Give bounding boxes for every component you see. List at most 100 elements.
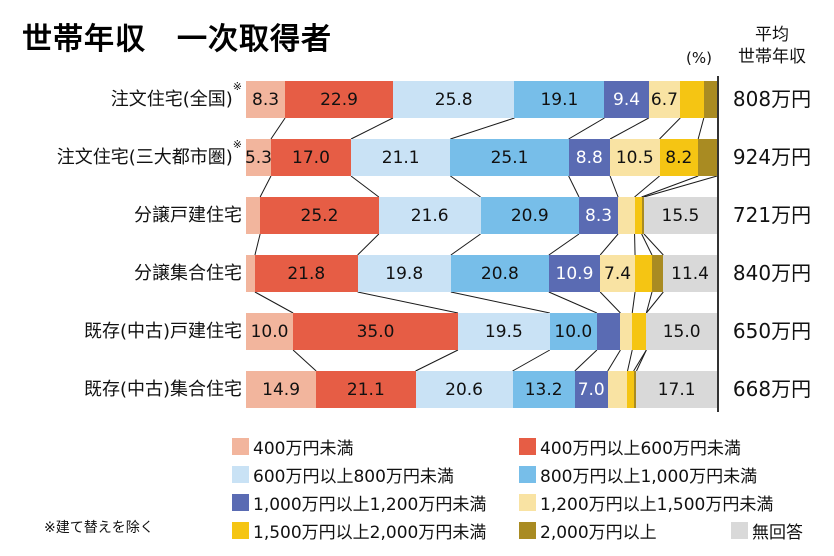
- segment-value-label: 10.0: [250, 321, 289, 342]
- segment-value-label: 15.0: [662, 321, 701, 342]
- row-label-text: 既存(中古)戸建住宅: [83, 321, 242, 342]
- legend-label: 2,000万円以上: [540, 523, 657, 543]
- bar-segment: 10.0: [246, 313, 294, 350]
- average-value: 668万円: [732, 377, 812, 401]
- footnote-marker: ※: [232, 138, 242, 151]
- segment-value-label: 22.9: [320, 89, 358, 110]
- legend-item: 1,200万円以上1,500万円未満: [519, 490, 773, 515]
- row-label: 注文住宅(三大都市圏)※: [0, 139, 242, 176]
- segment-value-label: 6.7: [650, 89, 678, 110]
- row-label-text: 分譲集合住宅: [134, 263, 242, 284]
- legend-item: 400万円以上600万円未満: [519, 434, 741, 459]
- segment-value-label: 14.9: [262, 379, 301, 400]
- bar-segment: [618, 197, 635, 234]
- average-value: 808万円: [732, 87, 812, 111]
- bar-segment: [246, 197, 261, 234]
- bar-segment: 10.0: [549, 313, 597, 350]
- row-label: 分譲集合住宅: [0, 255, 242, 292]
- row-label: 既存(中古)集合住宅: [0, 371, 242, 408]
- legend-swatch-icon: [232, 494, 249, 511]
- bar-segment: 20.8: [450, 255, 549, 292]
- bar-segment: 35.0: [293, 313, 458, 350]
- bar-segment: 15.0: [646, 313, 717, 350]
- row-label-text: 既存(中古)集合住宅: [83, 379, 242, 400]
- average-income-header-line2: 世帯年収: [738, 47, 806, 67]
- bar-segment: [641, 197, 644, 234]
- segment-value-label: 19.1: [540, 89, 579, 110]
- legend-swatch-icon: [232, 466, 249, 483]
- legend-swatch-icon: [232, 438, 249, 455]
- legend-item: 400万円未満: [232, 434, 353, 459]
- row-label-text: 分譲戸建住宅: [134, 205, 242, 226]
- bar-segment: 15.5: [643, 197, 717, 234]
- segment-value-label: 17.1: [657, 379, 696, 400]
- segment-value-label: 25.8: [434, 89, 473, 110]
- bar-segment: 21.1: [351, 139, 451, 176]
- bar-segment: 10.5: [610, 139, 660, 176]
- legend-item: 600万円以上800万円未満: [232, 462, 454, 487]
- bar-segment: 7.4: [600, 255, 635, 292]
- legend-swatch-icon: [519, 466, 536, 483]
- bar-segment: 20.6: [415, 371, 513, 408]
- bar-segment: 8.2: [659, 139, 699, 176]
- bar-segment: 8.3: [246, 81, 286, 118]
- segment-value-label: 21.6: [410, 205, 449, 226]
- average-value: 840万円: [732, 261, 812, 285]
- segment-value-label: 20.6: [445, 379, 483, 400]
- bar-segment: [634, 255, 652, 292]
- bar-segment: [596, 313, 621, 350]
- bar-segment: 9.4: [604, 81, 649, 118]
- row-label: 注文住宅(全国)※: [0, 81, 242, 118]
- bar-segment: [633, 371, 637, 408]
- bar-segment: 10.9: [548, 255, 601, 292]
- row-label: 分譲戸建住宅: [0, 197, 242, 234]
- legend-swatch-icon: [519, 522, 536, 539]
- segment-value-label: 8.3: [585, 205, 613, 226]
- bar-segment: [620, 313, 633, 350]
- bar-segment: 7.0: [574, 371, 608, 408]
- average-value: 721万円: [732, 203, 812, 227]
- segment-value-label: 10.9: [555, 263, 594, 284]
- bar-segment: 21.8: [254, 255, 358, 292]
- bar-segment: 17.1: [636, 371, 717, 408]
- bar-segment: 25.8: [392, 81, 515, 118]
- segment-value-label: 20.8: [480, 263, 519, 284]
- bar-segment: 6.7: [648, 81, 681, 118]
- bar-segment: [627, 371, 634, 408]
- row-label-text: 注文住宅(三大都市圏): [56, 147, 233, 168]
- legend-item: 1,500万円以上2,000万円未満: [232, 518, 486, 543]
- bar-segment: 11.4: [663, 255, 717, 292]
- legend-label: 400万円以上600万円未満: [540, 439, 741, 459]
- bar-segment: 19.8: [357, 255, 451, 292]
- bar-segment: 25.1: [450, 139, 569, 176]
- segment-value-label: 8.2: [665, 147, 693, 168]
- average-income-header: 平均 世帯年収: [726, 24, 818, 68]
- segment-value-label: 7.0: [577, 379, 605, 400]
- bar-segment: 22.9: [285, 81, 393, 118]
- bar-row: 8.3 22.9 25.8 19.1 9.4 6.7: [246, 81, 717, 118]
- bar-segment: [632, 313, 647, 350]
- bar-segment: [703, 81, 717, 118]
- bar-segment: [680, 81, 704, 118]
- legend-label: 1,200万円以上1,500万円未満: [540, 495, 774, 515]
- legend-item: 2,000万円以上: [519, 518, 657, 543]
- bar-segment: 13.2: [512, 371, 575, 408]
- segment-value-label: 13.2: [524, 379, 563, 400]
- bar-segment: 21.6: [378, 197, 481, 234]
- legend-item: 無回答: [731, 518, 803, 543]
- legend-label: 800万円以上1,000万円未満: [540, 467, 758, 487]
- segment-value-label: 10.5: [615, 147, 654, 168]
- segment-value-label: 21.8: [287, 263, 326, 284]
- legend-label: 600万円以上800万円未満: [253, 467, 454, 487]
- average-value: 924万円: [732, 145, 812, 169]
- legend-label: 1,000万円以上1,200万円未満: [253, 495, 487, 515]
- segment-value-label: 7.4: [604, 263, 632, 284]
- segment-value-label: 8.8: [575, 147, 603, 168]
- bar-segment: 21.1: [316, 371, 416, 408]
- legend-swatch-icon: [519, 438, 536, 455]
- bar-segment: 19.1: [514, 81, 605, 118]
- page-title: 世帯年収 一次取得者: [22, 22, 332, 57]
- bar-row: 10.0 35.0 19.5 10.0 15.0: [246, 313, 717, 350]
- bar-row: 5.3 17.0 21.1 25.1 8.8 10.5 8.2: [245, 139, 717, 176]
